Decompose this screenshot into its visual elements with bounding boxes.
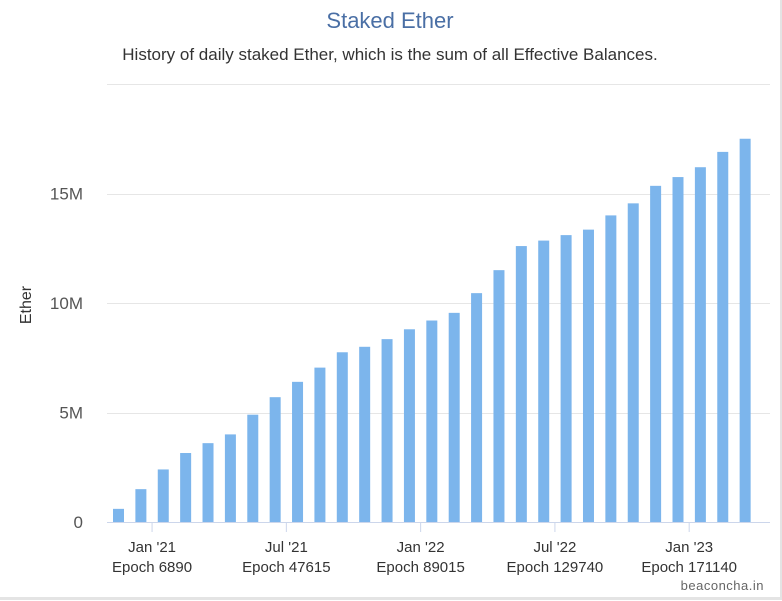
chart-title: Staked Ether [326, 8, 454, 33]
bar [627, 203, 639, 522]
x-tick-epoch-label: Epoch 129740 [507, 559, 604, 576]
bar [694, 167, 706, 522]
x-tick-date-label: Jul '21 [265, 539, 308, 556]
bar [426, 320, 438, 522]
bar [739, 138, 751, 522]
bar [560, 235, 572, 523]
bar [582, 229, 594, 522]
y-tick-label: 0 [74, 513, 83, 532]
bar [605, 215, 617, 522]
y-axis-label: Ether [18, 285, 35, 324]
bar [403, 329, 415, 522]
x-tick-epoch-label: Epoch 47615 [242, 559, 330, 576]
bar [515, 246, 527, 522]
bar [493, 270, 505, 522]
x-tick-epoch-label: Epoch 171140 [641, 559, 737, 576]
x-tick-date-label: Jan '23 [665, 539, 713, 556]
credits-link[interactable]: beaconcha.in [680, 578, 764, 593]
x-tick-epoch-label: Epoch 6890 [112, 559, 192, 576]
bar [672, 177, 684, 522]
bar [336, 352, 348, 522]
bar [381, 339, 393, 522]
bar [292, 381, 304, 522]
bar [269, 397, 281, 522]
y-tick-label: 5M [59, 404, 83, 423]
x-tick-date-label: Jan '21 [128, 539, 176, 556]
bar [314, 367, 326, 522]
chart-subtitle: History of daily staked Ether, which is … [122, 45, 658, 64]
bar [202, 443, 214, 522]
bar [717, 151, 729, 522]
y-tick-label: 15M [50, 185, 83, 204]
bar [448, 312, 460, 522]
x-tick-epoch-label: Epoch 89015 [376, 559, 464, 576]
bar [359, 346, 371, 522]
bar [180, 453, 192, 522]
bar [471, 293, 483, 522]
bar [224, 434, 236, 522]
bar [650, 185, 662, 522]
x-tick-date-label: Jan '22 [397, 539, 445, 556]
bar [113, 508, 124, 522]
bar [538, 240, 550, 522]
y-tick-label: 10M [50, 294, 83, 313]
bar [135, 489, 147, 522]
bar [247, 414, 259, 522]
bar [157, 469, 169, 522]
x-tick-date-label: Jul '22 [533, 539, 576, 556]
